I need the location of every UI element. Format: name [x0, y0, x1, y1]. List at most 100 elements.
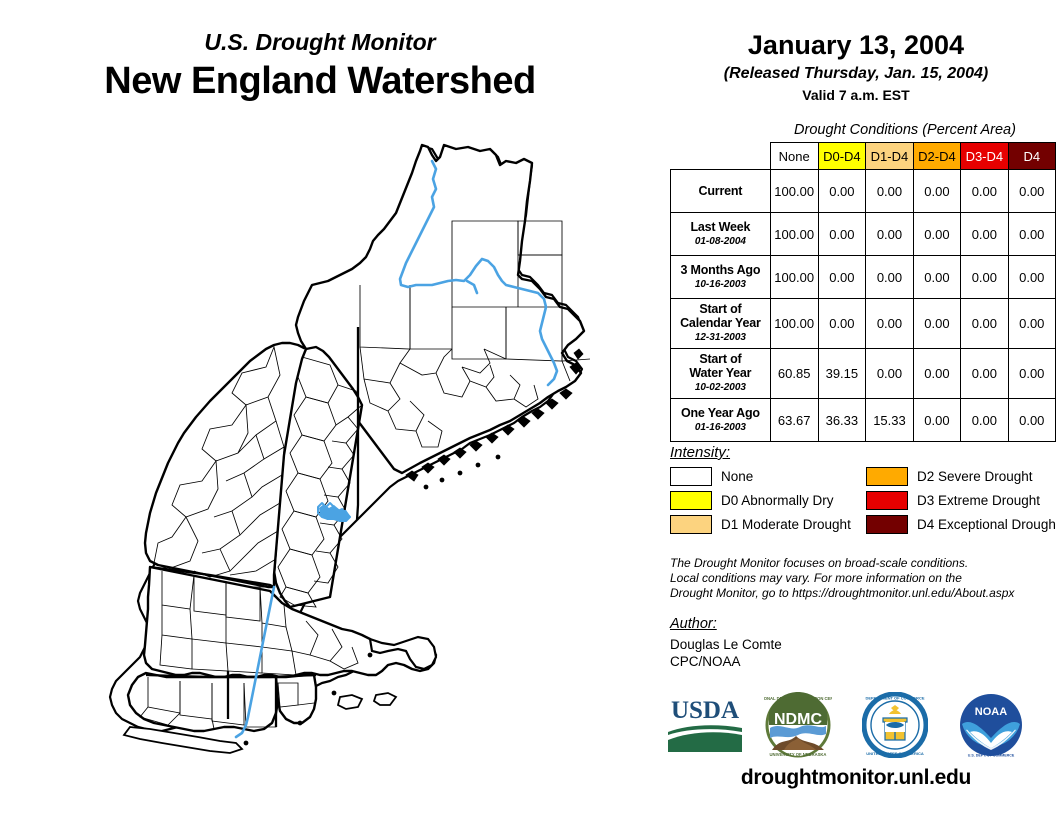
- table-column-header-d0-d4: D0-D4: [817, 142, 867, 170]
- table-cell: 0.00: [912, 298, 962, 349]
- row-label-date: 10-16-2003: [694, 278, 746, 290]
- row-label-date: 01-16-2003: [694, 421, 746, 433]
- table-cell: 0.00: [960, 212, 1009, 256]
- legend-swatch: [866, 467, 908, 486]
- row-label-title: Current: [698, 184, 743, 198]
- disclaimer-text: The Drought Monitor focuses on broad-sca…: [670, 556, 1050, 601]
- table-column-header-d1-d4: D1-D4: [865, 142, 914, 170]
- table-cell: 0.00: [865, 255, 914, 299]
- usda-logo: USDA: [666, 692, 744, 754]
- author-heading: Author:: [670, 616, 717, 632]
- long-island: [122, 726, 244, 754]
- row-label-title: Start of Calendar Year: [680, 302, 761, 330]
- title-block: U.S. Drought Monitor New England Watersh…: [0, 28, 640, 104]
- drought-conditions-table: None D0-D4 D1-D4 D2-D4 D3-D4 D4 Current 100.00…: [670, 142, 1056, 442]
- legend-swatch: [866, 491, 908, 510]
- table-cell: 0.00: [817, 255, 867, 299]
- table-cell: 15.33: [865, 398, 914, 442]
- table-row-label: One Year Ago 01-16-2003: [670, 398, 771, 442]
- table-column-header-d3-d4: D3-D4: [960, 142, 1009, 170]
- nantucket: [372, 692, 398, 706]
- table-column-header-none: None: [769, 142, 819, 170]
- legend-swatch: [670, 515, 712, 534]
- table-cell: 0.00: [1007, 398, 1056, 442]
- table-cell: 0.00: [1007, 212, 1056, 256]
- river-st-john: [398, 159, 559, 387]
- table-cell: 0.00: [817, 298, 867, 349]
- table-cell: 0.00: [1007, 255, 1056, 299]
- row-label-title: 3 Months Ago: [680, 262, 761, 277]
- table-row: Last Week 01-08-2004 100.00 0.00 0.00 0.00 0.0…: [670, 212, 1056, 256]
- table-body: Current 100.00 0.00 0.00 0.00 0.00 0.00 Last We…: [670, 169, 1056, 442]
- table-cell: 100.00: [769, 255, 819, 299]
- legend-swatch: [866, 515, 908, 534]
- table-header-row: None D0-D4 D1-D4 D2-D4 D3-D4 D4: [671, 142, 1056, 170]
- county-boundaries: [139, 220, 591, 730]
- legend-label: D2 Severe Drought: [917, 469, 1033, 484]
- row-label-title: Start of Water Year: [689, 352, 752, 380]
- table-cell: 0.00: [865, 298, 914, 349]
- state-maine: [294, 143, 586, 475]
- row-label-date: 10-02-2003: [694, 382, 746, 393]
- river-penobscot-branch: [465, 279, 479, 295]
- table-cell: 0.00: [912, 255, 962, 299]
- date-block: January 13, 2004 (Released Thursday, Jan…: [660, 30, 1052, 105]
- map-detail-svg: [122, 143, 591, 754]
- svg-text:NOAA: NOAA: [975, 706, 1007, 718]
- table-cell: 100.00: [769, 169, 819, 213]
- river-connecticut: [234, 585, 276, 739]
- table-row-label: Start of Calendar Year 12-31-2003: [670, 298, 771, 349]
- legend-grid: None D2 Severe Drought D0 Abnormally Dry D3…: [670, 467, 1056, 534]
- table-column-header-d2-d4: D2-D4: [912, 142, 962, 170]
- lake-winnipesaukee-fill: [319, 504, 351, 522]
- svg-text:UNITED STATES OF AMERICA: UNITED STATES OF AMERICA: [866, 751, 924, 756]
- table-row-label: Current: [670, 169, 771, 213]
- logo-row: USDA NDMC NATIONAL DROUGHT MITIGATION CE…: [666, 691, 1052, 760]
- disclaimer-line-3: Drought Monitor, go to https://droughtmo…: [670, 586, 1015, 600]
- table-caption: Drought Conditions (Percent Area): [794, 122, 1016, 138]
- row-label-title: Last Week: [690, 219, 751, 234]
- row-label-date: 01-08-2004: [694, 235, 746, 247]
- legend-item: D0 Abnormally Dry: [670, 491, 866, 510]
- legend-item: D3 Extreme Drought: [866, 491, 1056, 510]
- svg-text:UNIVERSITY OF NEBRASKA: UNIVERSITY OF NEBRASKA: [770, 752, 827, 757]
- table-cell: 39.15: [817, 348, 867, 399]
- state-rhode-island: [274, 673, 318, 725]
- legend-item: None: [670, 467, 866, 486]
- table-row-label: Last Week 01-08-2004: [670, 212, 771, 256]
- table-row: Current 100.00 0.00 0.00 0.00 0.00 0.00: [670, 169, 1056, 213]
- row-label-title: One Year Ago: [680, 405, 760, 420]
- table-cell: 0.00: [865, 169, 914, 213]
- legend-label: D3 Extreme Drought: [917, 493, 1041, 508]
- table-row: One Year Ago 01-16-2003 63.67 36.33 15.33 0.0…: [670, 398, 1056, 442]
- svg-text:USDA: USDA: [671, 697, 739, 724]
- table-cell: 60.85: [769, 348, 819, 399]
- table-cell: 63.67: [769, 398, 819, 442]
- svg-text:NATIONAL DROUGHT MITIGATION CE: NATIONAL DROUGHT MITIGATION CENTER: [764, 696, 832, 701]
- table-cell: 36.33: [817, 398, 867, 442]
- rivers: [234, 159, 559, 739]
- table-row-label: Start of Water Year 10-02-2003: [670, 348, 771, 399]
- legend-label: D0 Abnormally Dry: [721, 493, 834, 508]
- author-block: Author: Douglas Le Comte CPC/NOAA: [670, 616, 1050, 670]
- table-row: Start of Water Year 10-02-2003 60.85 39.15 0.…: [670, 348, 1056, 399]
- valid-time: Valid 7 a.m. EST: [802, 87, 910, 103]
- ndmc-logo: NDMC NATIONAL DROUGHT MITIGATION CENTER …: [754, 691, 842, 758]
- table-cell: 0.00: [1007, 169, 1056, 213]
- table-cell: 0.00: [960, 169, 1009, 213]
- watershed-boundaries: [145, 327, 360, 727]
- release-date: (Released Thursday, Jan. 15, 2004): [723, 65, 989, 82]
- new-england-watershed-map[interactable]: [70, 135, 630, 795]
- legend-label: D1 Moderate Drought: [721, 517, 851, 532]
- table-cell: 0.00: [960, 348, 1009, 399]
- legend-label: D4 Exceptional Drought: [917, 517, 1056, 532]
- table-cell: 0.00: [865, 348, 914, 399]
- legend-swatch: [670, 491, 712, 510]
- marthas-vineyard: [336, 694, 364, 710]
- legend-item: D4 Exceptional Drought: [866, 515, 1056, 534]
- table-row: 3 Months Ago 10-16-2003 100.00 0.00 0.00 0.00…: [670, 255, 1056, 299]
- table-cell: 0.00: [912, 348, 962, 399]
- svg-text:NDMC: NDMC: [774, 711, 822, 728]
- site-url: droughtmonitor.unl.edu: [740, 766, 972, 789]
- disclaimer-line-2: Local conditions may vary. For more info…: [670, 571, 962, 585]
